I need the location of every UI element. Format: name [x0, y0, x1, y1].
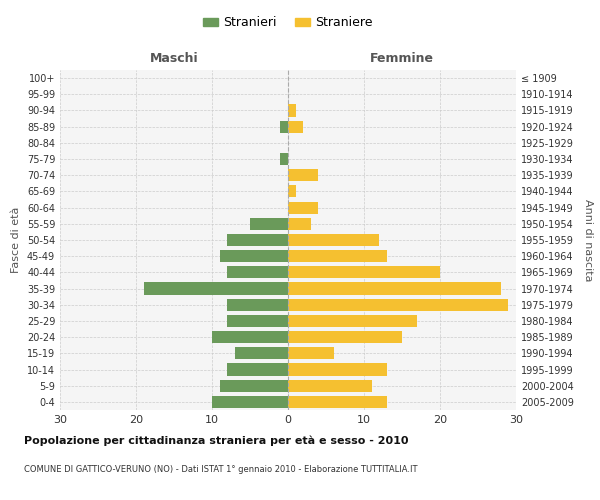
Bar	[288, 315, 417, 327]
Bar	[288, 120, 303, 132]
Bar	[288, 282, 501, 294]
Bar	[288, 169, 319, 181]
Bar	[227, 266, 288, 278]
Bar	[227, 298, 288, 311]
Bar	[288, 218, 311, 230]
Bar	[212, 396, 288, 408]
Bar	[288, 250, 387, 262]
Y-axis label: Fasce di età: Fasce di età	[11, 207, 21, 273]
Bar	[288, 348, 334, 360]
Bar	[288, 104, 296, 117]
Bar	[220, 380, 288, 392]
Text: COMUNE DI GATTICO-VERUNO (NO) - Dati ISTAT 1° gennaio 2010 - Elaborazione TUTTIT: COMUNE DI GATTICO-VERUNO (NO) - Dati IST…	[24, 465, 418, 474]
Bar	[288, 380, 371, 392]
Bar	[280, 120, 288, 132]
Bar	[250, 218, 288, 230]
Bar	[227, 315, 288, 327]
Bar	[288, 331, 402, 343]
Text: Femmine: Femmine	[370, 52, 434, 65]
Bar	[143, 282, 288, 294]
Legend: Stranieri, Straniere: Stranieri, Straniere	[198, 11, 378, 34]
Bar	[288, 234, 379, 246]
Bar	[288, 396, 387, 408]
Bar	[220, 250, 288, 262]
Bar	[288, 298, 508, 311]
Bar	[288, 186, 296, 198]
Bar	[227, 364, 288, 376]
Bar	[227, 234, 288, 246]
Bar	[212, 331, 288, 343]
Y-axis label: Anni di nascita: Anni di nascita	[583, 198, 593, 281]
Bar	[235, 348, 288, 360]
Text: Maschi: Maschi	[149, 52, 199, 65]
Bar	[288, 364, 387, 376]
Text: Popolazione per cittadinanza straniera per età e sesso - 2010: Popolazione per cittadinanza straniera p…	[24, 435, 409, 446]
Bar	[288, 202, 319, 213]
Bar	[288, 266, 440, 278]
Bar	[280, 153, 288, 165]
